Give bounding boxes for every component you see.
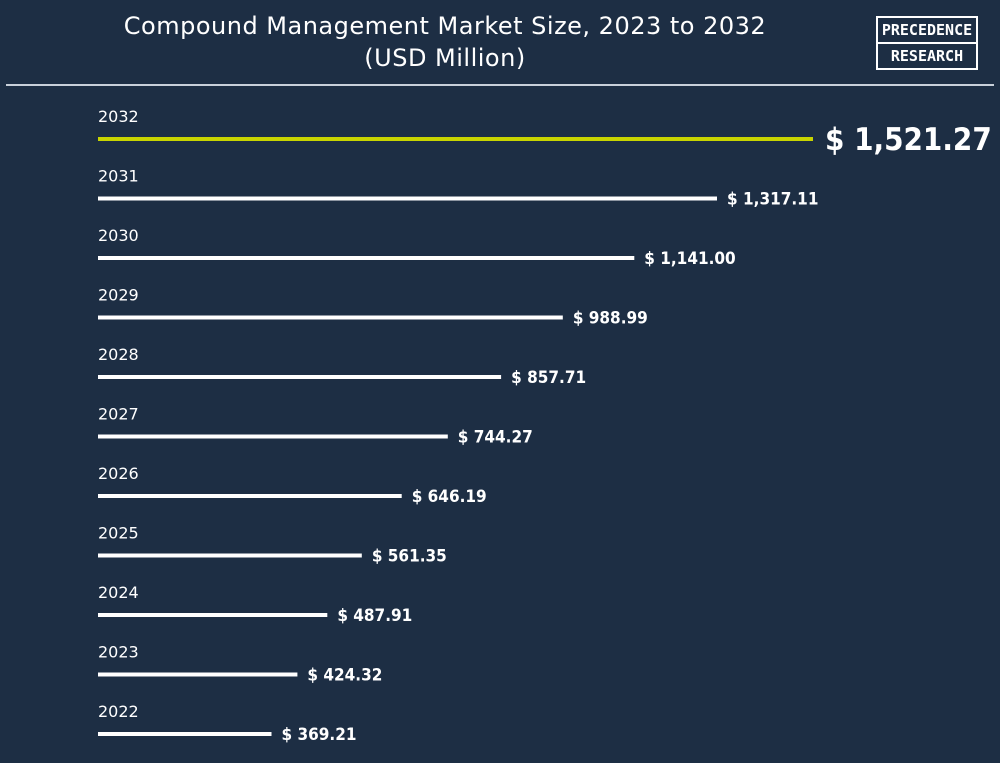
bar-2022 xyxy=(98,732,272,736)
value-label-2023: $ 424.32 xyxy=(307,666,382,686)
bar-2025 xyxy=(98,553,362,558)
value-label-2032: $ 1,521.27 xyxy=(825,122,992,158)
value-label-2024: $ 487.91 xyxy=(337,606,412,626)
year-label-2028: 2028 xyxy=(98,345,139,364)
bar-2028 xyxy=(98,375,502,379)
bar-2027 xyxy=(98,434,448,439)
chart-title: Compound Management Market Size, 2023 to… xyxy=(40,10,850,74)
value-label-2031: $ 1,317.11 xyxy=(727,190,818,210)
bar-2032 xyxy=(98,137,813,141)
value-label-2025: $ 561.35 xyxy=(372,547,447,567)
year-label-2031: 2031 xyxy=(98,167,139,186)
brand-logo-line-2: RESEARCH xyxy=(890,47,964,65)
header-divider xyxy=(6,84,994,86)
year-label-2024: 2024 xyxy=(98,583,139,602)
brand-logo: PRECEDENCE RESEARCH xyxy=(876,16,978,70)
year-label-2025: 2025 xyxy=(98,524,139,543)
bar-2030 xyxy=(98,256,635,260)
year-label-2030: 2030 xyxy=(98,226,139,245)
year-label-2029: 2029 xyxy=(98,286,139,305)
brand-logo-line-1: PRECEDENCE xyxy=(878,18,976,44)
year-label-2032: 2032 xyxy=(98,107,139,126)
value-label-2022: $ 369.21 xyxy=(282,725,357,745)
bar-2023 xyxy=(98,672,298,677)
year-label-2026: 2026 xyxy=(98,464,139,483)
bar-2026 xyxy=(98,494,402,498)
year-label-2023: 2023 xyxy=(98,643,139,662)
chart-title-line-1: Compound Management Market Size, 2023 to… xyxy=(123,12,767,40)
value-label-2027: $ 744.27 xyxy=(458,428,533,448)
value-label-2028: $ 857.71 xyxy=(511,368,586,388)
bar-2024 xyxy=(98,613,328,617)
bar-2031 xyxy=(98,196,717,201)
year-label-2027: 2027 xyxy=(98,405,139,424)
value-label-2029: $ 988.99 xyxy=(573,309,648,329)
value-label-2030: $ 1,141.00 xyxy=(644,249,735,269)
bar-2029 xyxy=(98,315,563,320)
value-label-2026: $ 646.19 xyxy=(412,487,487,507)
chart-title-line-2: (USD Million) xyxy=(364,44,526,72)
year-label-2022: 2022 xyxy=(98,702,139,721)
